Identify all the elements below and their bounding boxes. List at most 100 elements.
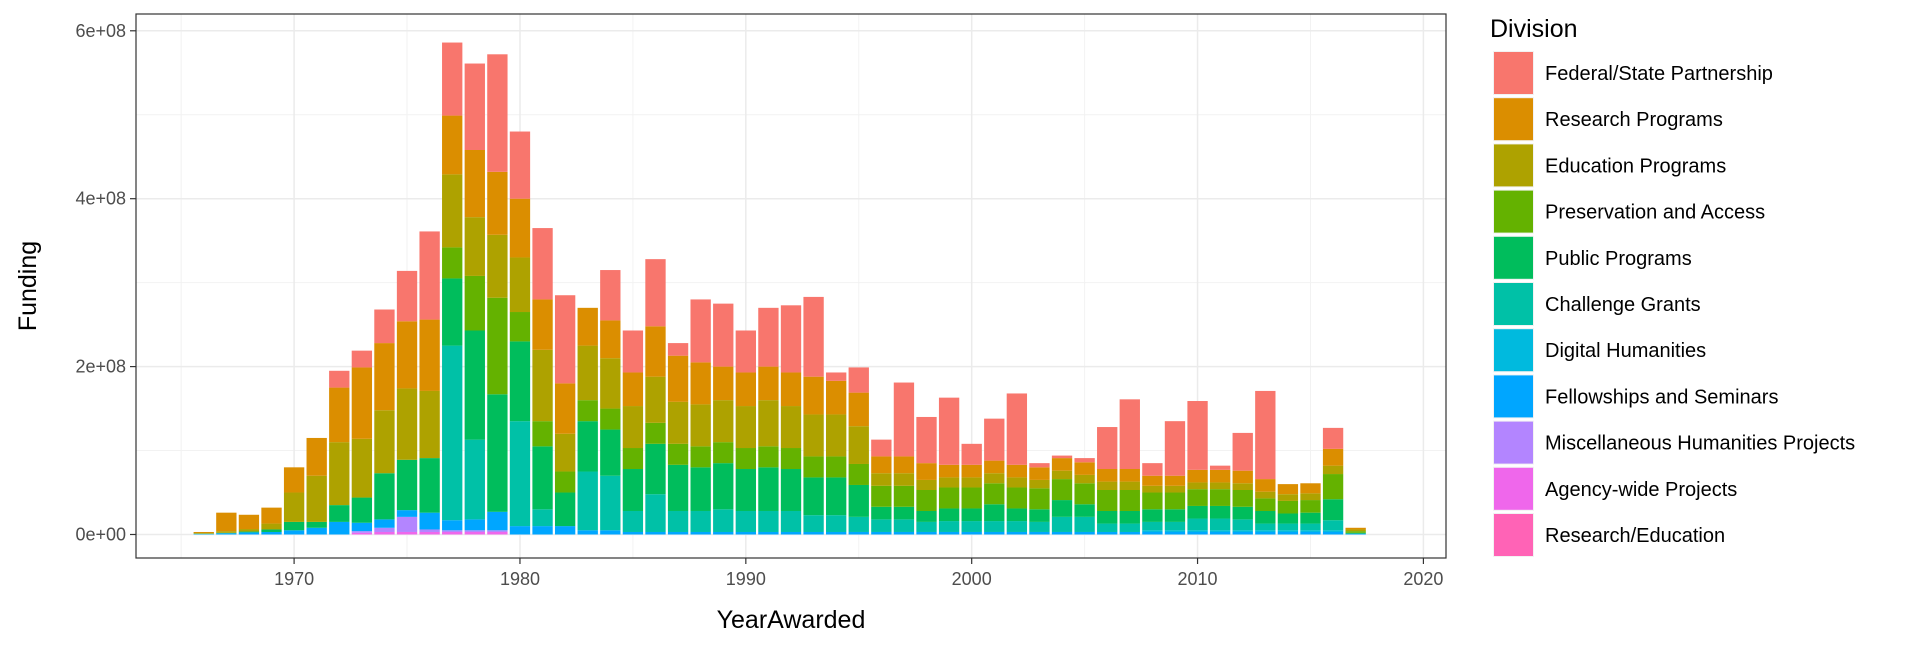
bar-public-programs-1971	[307, 522, 327, 528]
bar-fellowships-and-seminars-1992	[781, 532, 801, 535]
bar-challenge-grants-1995	[849, 517, 869, 532]
bar-education-programs-1982	[555, 434, 575, 472]
bar-public-programs-1980	[510, 341, 530, 421]
bar-public-programs-2012	[1233, 507, 1253, 520]
bar-education-programs-1995	[849, 426, 869, 464]
bar-education-programs-1989	[713, 400, 733, 442]
legend: Division Federal/State PartnershipResear…	[1490, 15, 1855, 557]
bar-research-programs-1974	[374, 343, 394, 410]
bar-research-programs-2004	[1052, 458, 1072, 471]
bar-challenge-grants-1991	[758, 511, 778, 532]
bar-public-programs-2013	[1255, 511, 1275, 524]
bar-fellowships-and-seminars-1987	[668, 532, 688, 535]
bar-education-programs-1996	[871, 473, 891, 486]
bar-fellowships-and-seminars-1973	[352, 523, 372, 531]
bar-miscellaneous-humanities-projects-1975	[397, 517, 417, 532]
bar-public-programs-1990	[736, 469, 756, 511]
legend-label-preservation-and-access: Preservation and Access	[1545, 202, 1765, 224]
bar-fellowships-and-seminars-1972	[329, 522, 349, 535]
bar-preservation-and-access-2014	[1278, 501, 1298, 514]
x-tick-label: 1980	[500, 569, 540, 589]
legend-swatch-fellowships-and-seminars	[1494, 375, 1533, 417]
bar-research-programs-1970	[284, 467, 304, 492]
bar-preservation-and-access-1979	[487, 298, 507, 395]
x-tick-label: 1970	[274, 569, 314, 589]
bar-public-programs-1976	[419, 458, 439, 513]
bar-research-programs-1992	[781, 372, 801, 406]
bar-fellowships-and-seminars-2015	[1300, 532, 1320, 535]
bar-education-programs-1979	[487, 235, 507, 298]
bar-preservation-and-access-2006	[1097, 490, 1117, 511]
bar-research-programs-2016	[1323, 449, 1343, 466]
bar-fellowships-and-seminars-1979	[487, 512, 507, 530]
bar-fellowships-and-seminars-1971	[307, 528, 327, 535]
bar-fellowships-and-seminars-1976	[419, 513, 439, 530]
bar-fellowships-and-seminars-1978	[465, 519, 485, 530]
bar-public-programs-1982	[555, 493, 575, 527]
bar-federal-state-partnership-1993	[803, 297, 823, 377]
bar-fellowships-and-seminars-1996	[871, 532, 891, 535]
bar-federal-state-partnership-1994	[826, 372, 846, 380]
legend-swatch-preservation-and-access	[1494, 191, 1533, 233]
bar-challenge-grants-2001	[984, 521, 1004, 532]
bar-research-programs-1968	[239, 515, 259, 529]
bar-public-programs-1996	[871, 507, 891, 520]
y-tick-label: 4e+08	[75, 189, 126, 209]
bar-education-programs-1998	[916, 480, 936, 490]
bar-research-programs-2008	[1142, 476, 1162, 486]
legend-swatch-public-programs	[1494, 237, 1533, 279]
bar-fellowships-and-seminars-2009	[1165, 532, 1185, 535]
bar-preservation-and-access-1993	[803, 456, 823, 477]
bar-preservation-and-access-1989	[713, 442, 733, 463]
bar-research-programs-2013	[1255, 479, 1275, 492]
bar-education-programs-2003	[1029, 480, 1049, 488]
bar-research-programs-1983	[578, 308, 598, 346]
bar-public-programs-1999	[939, 508, 959, 521]
bar-fellowships-and-seminars-1997	[894, 532, 914, 535]
bar-preservation-and-access-1996	[871, 486, 891, 507]
bar-miscellaneous-humanities-projects-1977	[442, 530, 462, 532]
bar-preservation-and-access-1994	[826, 456, 846, 477]
bar-digital-humanities-2011	[1210, 530, 1230, 532]
bar-education-programs-1986	[645, 377, 665, 423]
legend-swatch-challenge-grants	[1494, 283, 1533, 325]
bar-research-programs-1971	[307, 438, 327, 476]
bar-fellowships-and-seminars-1983	[578, 530, 598, 534]
bar-education-programs-2013	[1255, 492, 1275, 499]
bar-fellowships-and-seminars-2006	[1097, 532, 1117, 535]
bar-public-programs-1986	[645, 444, 665, 494]
bar-challenge-grants-2016	[1323, 520, 1343, 530]
bar-research-programs-2010	[1187, 470, 1207, 483]
bar-preservation-and-access-2009	[1165, 493, 1185, 510]
bar-fellowships-and-seminars-2005	[1074, 532, 1094, 535]
bar-challenge-grants-1997	[894, 519, 914, 532]
x-tick-label: 1990	[726, 569, 766, 589]
bar-fellowships-and-seminars-1986	[645, 532, 665, 535]
bar-public-programs-2010	[1187, 506, 1207, 519]
legend-swatch-agency-wide-projects	[1494, 468, 1533, 510]
bar-digital-humanities-2012	[1233, 530, 1253, 532]
bar-education-programs-1988	[690, 404, 710, 446]
bar-fellowships-and-seminars-1984	[600, 530, 620, 534]
bar-fellowships-and-seminars-1968	[239, 532, 259, 534]
legend-label-miscellaneous-humanities-projects: Miscellaneous Humanities Projects	[1545, 433, 1855, 455]
bar-challenge-grants-2008	[1142, 522, 1162, 530]
bar-federal-state-partnership-2006	[1097, 427, 1117, 469]
bar-public-programs-2015	[1300, 513, 1320, 524]
bar-challenge-grants-1998	[916, 522, 936, 532]
bar-digital-humanities-2014	[1278, 530, 1298, 532]
bar-research-programs-1975	[397, 321, 417, 388]
bar-agency-wide-projects-1975	[397, 532, 417, 535]
bar-education-programs-1994	[826, 414, 846, 456]
x-tick-label: 2020	[1403, 569, 1443, 589]
bar-challenge-grants-1994	[826, 515, 846, 532]
bar-miscellaneous-humanities-projects-1976	[419, 529, 439, 532]
bar-challenge-grants-2004	[1052, 517, 1072, 532]
bar-research-programs-2007	[1120, 469, 1140, 482]
bar-challenge-grants-1978	[465, 440, 485, 520]
bar-federal-state-partnership-2003	[1029, 463, 1049, 467]
bar-education-programs-1968	[239, 529, 259, 532]
bar-challenge-grants-1984	[600, 476, 620, 531]
bar-public-programs-2011	[1210, 506, 1230, 519]
bar-research-programs-1998	[916, 463, 936, 480]
